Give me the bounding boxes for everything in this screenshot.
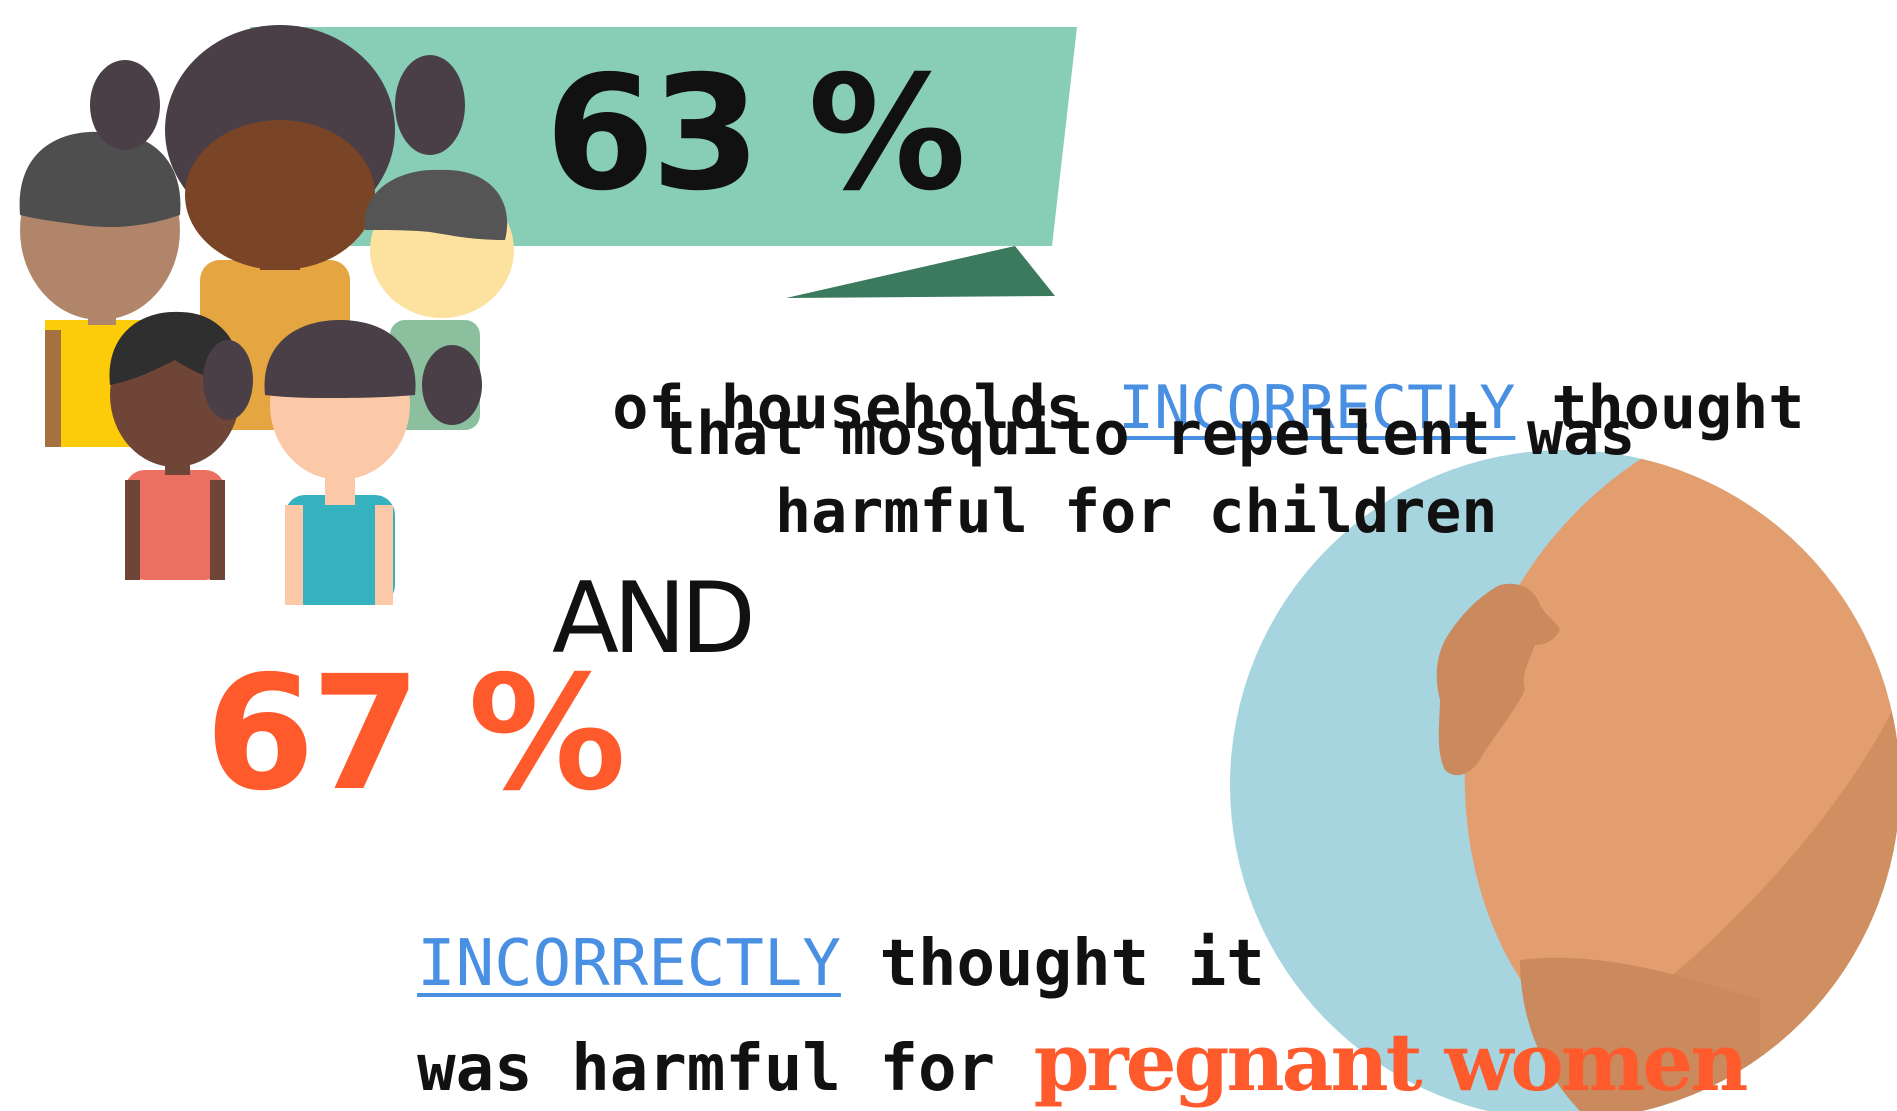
households-line-3: harmful for children bbox=[775, 482, 1497, 542]
households-line-2: that mosquito repellent was bbox=[660, 404, 1635, 464]
stat-63-percent: 63 % bbox=[545, 55, 962, 213]
pregnant-text-pre: was harmful for bbox=[417, 1032, 1034, 1106]
pregnant-line-2: was harmful for pregnant women bbox=[340, 958, 1745, 1102]
children-group-icon bbox=[0, 0, 520, 620]
stat-67-percent: 67 % bbox=[205, 655, 622, 813]
pregnant-women-emphasis: pregnant women bbox=[1034, 1015, 1746, 1109]
